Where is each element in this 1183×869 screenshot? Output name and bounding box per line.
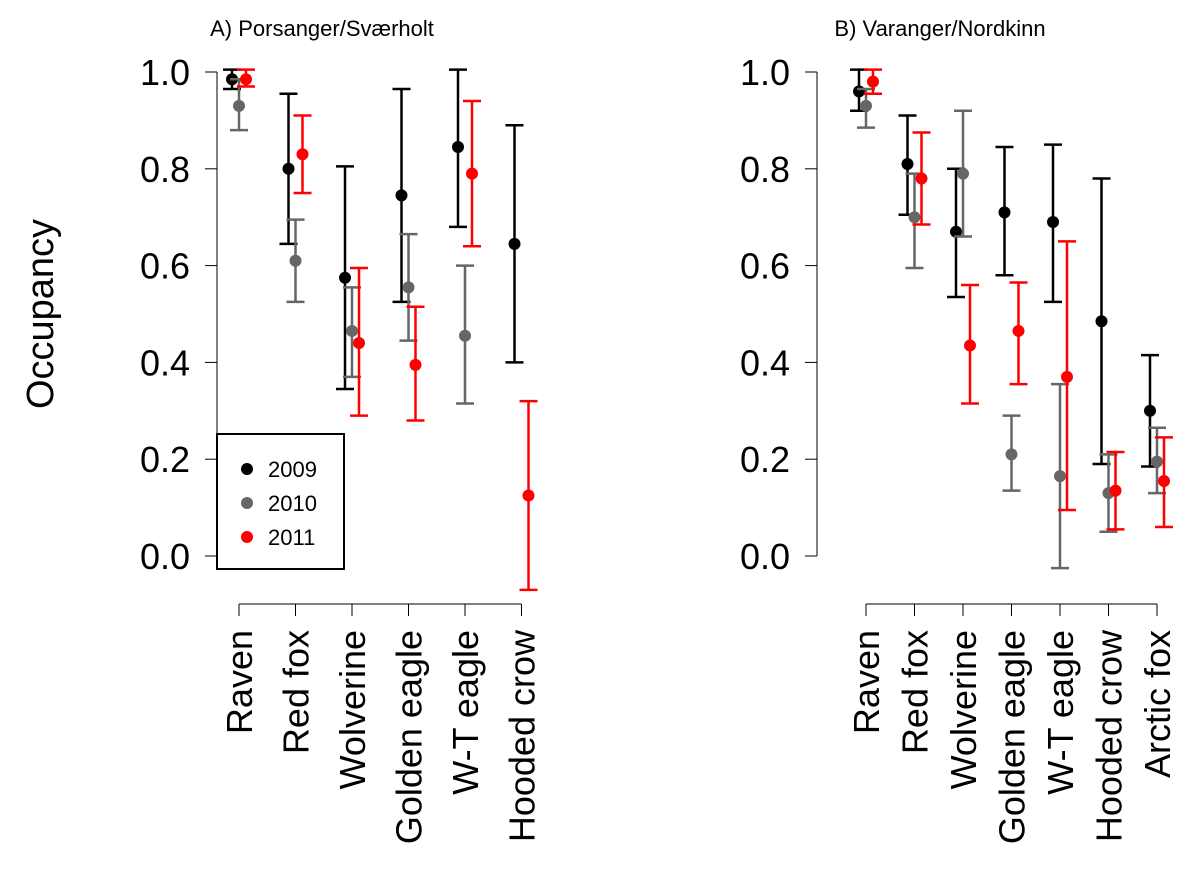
x-tick-label: Golden eagle bbox=[992, 630, 1033, 844]
x-tick-label: Arctic fox bbox=[1137, 630, 1178, 778]
series-2009 bbox=[223, 68, 524, 391]
data-point bbox=[1095, 315, 1108, 328]
data-point bbox=[409, 358, 422, 371]
x-tick-label: Raven bbox=[846, 630, 887, 734]
x-tick-label: Hooded crow bbox=[502, 629, 543, 842]
data-point bbox=[908, 211, 921, 224]
series-2010 bbox=[230, 78, 474, 405]
y-tick-label: 0.8 bbox=[140, 149, 190, 190]
legend-label: 2011 bbox=[268, 525, 315, 550]
data-point bbox=[339, 271, 351, 284]
data-point bbox=[950, 225, 962, 238]
legend-label: 2010 bbox=[268, 491, 317, 516]
chart-title: B) Varanger/Nordkinn bbox=[834, 16, 1045, 41]
series-2009 bbox=[850, 68, 1159, 468]
data-point bbox=[233, 99, 245, 112]
legend-marker bbox=[241, 531, 253, 543]
data-point bbox=[459, 329, 471, 342]
data-point bbox=[1158, 474, 1170, 487]
legend: 2009 2010 2011 bbox=[216, 433, 345, 570]
x-tick-label: Raven bbox=[219, 630, 260, 734]
data-point bbox=[964, 339, 976, 352]
data-point bbox=[240, 73, 252, 86]
data-point bbox=[1109, 484, 1122, 497]
data-point bbox=[522, 489, 535, 502]
data-point bbox=[860, 99, 872, 112]
series-2010 bbox=[857, 87, 1166, 570]
data-point bbox=[1151, 455, 1163, 468]
data-point bbox=[998, 206, 1011, 219]
x-tick-label: Red fox bbox=[895, 630, 936, 754]
data-point bbox=[915, 172, 928, 185]
y-tick-label: 1.0 bbox=[140, 52, 190, 93]
y-tick-label: 0.6 bbox=[740, 246, 790, 287]
data-point bbox=[289, 254, 302, 267]
y-tick-label: 0.4 bbox=[740, 342, 790, 383]
data-point bbox=[957, 167, 969, 180]
data-point bbox=[1061, 370, 1073, 383]
data-point bbox=[402, 281, 415, 294]
x-tick-label: Golden eagle bbox=[389, 630, 430, 844]
y-tick-label: 0.2 bbox=[740, 439, 790, 480]
y-tick-label: 0.0 bbox=[140, 536, 190, 577]
y-axis-label: Occupancy bbox=[20, 219, 62, 409]
x-tick-label: Hooded crow bbox=[1089, 629, 1130, 842]
x-tick-label: W-T eagle bbox=[445, 630, 486, 795]
y-tick-label: 0.2 bbox=[140, 439, 190, 480]
legend-label: 2009 bbox=[268, 457, 317, 482]
data-point bbox=[901, 157, 914, 170]
x-tick-label: Red fox bbox=[276, 630, 317, 754]
data-point bbox=[1012, 324, 1025, 337]
legend-marker bbox=[241, 463, 253, 475]
series-2011 bbox=[864, 68, 1173, 531]
legend-marker bbox=[241, 497, 253, 509]
y-tick-label: 0.0 bbox=[740, 536, 790, 577]
data-point bbox=[508, 237, 521, 250]
data-point bbox=[346, 324, 358, 337]
chart-title: A) Porsanger/Sværholt bbox=[210, 16, 434, 41]
x-tick-label: W-T eagle bbox=[1040, 630, 1081, 795]
data-point bbox=[1005, 448, 1018, 461]
data-point bbox=[1144, 404, 1156, 417]
data-point bbox=[282, 162, 295, 175]
data-point bbox=[466, 167, 478, 180]
legend-box bbox=[216, 433, 345, 570]
data-point bbox=[1047, 216, 1059, 229]
chart-panel-b: B) Varanger/Nordkinn 0.0 0.2 0.4 0.6 0.8 1.0 Ra… bbox=[740, 16, 1178, 844]
data-point bbox=[452, 141, 464, 154]
data-point bbox=[867, 75, 879, 88]
x-tick-label: Wolverine bbox=[332, 630, 373, 789]
data-point bbox=[395, 189, 408, 202]
data-point bbox=[1054, 470, 1066, 483]
series-2011 bbox=[237, 68, 538, 592]
x-tick-label: Wolverine bbox=[943, 630, 984, 789]
data-point bbox=[853, 85, 865, 98]
data-point bbox=[296, 148, 309, 161]
y-tick-label: 1.0 bbox=[740, 52, 790, 93]
y-tick-label: 0.8 bbox=[740, 149, 790, 190]
chart-panel-a: A) Porsanger/Sværholt 0.0 0.2 0.4 0.6 0.8 1.0 O… bbox=[20, 16, 543, 844]
y-tick-label: 0.6 bbox=[140, 246, 190, 287]
data-point bbox=[353, 337, 365, 350]
y-tick-label: 0.4 bbox=[140, 342, 190, 383]
